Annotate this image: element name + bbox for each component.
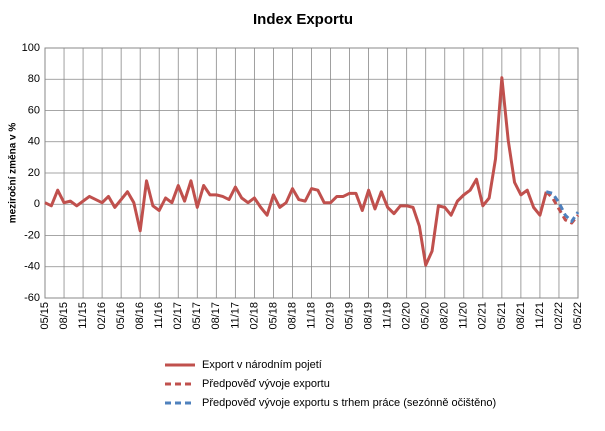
x-tick-label: 05/22 (572, 302, 584, 330)
y-tick-label: 40 (28, 136, 40, 148)
x-tick-label: 08/19 (363, 302, 375, 330)
x-tick-label: 08/17 (210, 302, 222, 330)
x-tick-label: 02/17 (172, 302, 184, 330)
x-tick-label: 05/20 (420, 302, 432, 330)
y-tick-label: -40 (24, 261, 40, 273)
x-tick-label: 08/16 (134, 302, 146, 330)
y-tick-label: 60 (28, 104, 40, 116)
x-tick-label: 02/20 (401, 302, 413, 330)
x-tick-label: 02/16 (96, 302, 108, 330)
x-tick-label: 11/21 (534, 302, 546, 329)
legend-label: Předpověď vývoje exportu (202, 378, 330, 390)
x-tick-label: 11/16 (153, 302, 165, 329)
x-tick-label: 11/18 (305, 302, 317, 329)
x-tick-label: 05/18 (267, 302, 279, 330)
x-tick-label: 02/19 (324, 302, 336, 330)
x-tick-label: 05/21 (496, 302, 508, 330)
x-tick-label: 02/21 (477, 302, 489, 330)
x-tick-label: 11/17 (229, 302, 241, 329)
x-tick-label: 05/15 (39, 302, 51, 330)
y-tick-label: 80 (28, 73, 40, 85)
x-tick-label: 05/16 (115, 302, 127, 330)
y-tick-label: 20 (28, 167, 40, 179)
x-tick-label: 11/20 (458, 302, 470, 329)
x-tick-label: 05/19 (343, 302, 355, 330)
x-tick-label: 08/21 (515, 302, 527, 330)
legend-label: Export v národním pojetí (202, 359, 322, 371)
line-series (545, 190, 580, 223)
y-tick-label: 0 (34, 198, 40, 210)
x-tick-label: 11/15 (77, 302, 89, 329)
y-tick-label: -20 (24, 229, 40, 241)
line-series (44, 76, 548, 267)
x-tick-label: 11/19 (382, 302, 394, 329)
x-tick-label: 08/15 (58, 302, 70, 330)
chart-title: Index Exportu (253, 11, 353, 28)
x-tick-label: 02/22 (553, 302, 565, 330)
y-axis-label: meziroční změna v % (8, 123, 19, 224)
x-tick-label: 02/18 (248, 302, 260, 330)
y-tick-label: 100 (22, 42, 40, 54)
x-tick-label: 05/17 (191, 302, 203, 330)
y-tick-label: -60 (24, 292, 40, 304)
legend-label: Předpověď vývoje exportu s trhem práce (… (202, 397, 496, 409)
x-tick-label: 08/20 (439, 302, 451, 330)
x-tick-label: 08/18 (286, 302, 298, 330)
